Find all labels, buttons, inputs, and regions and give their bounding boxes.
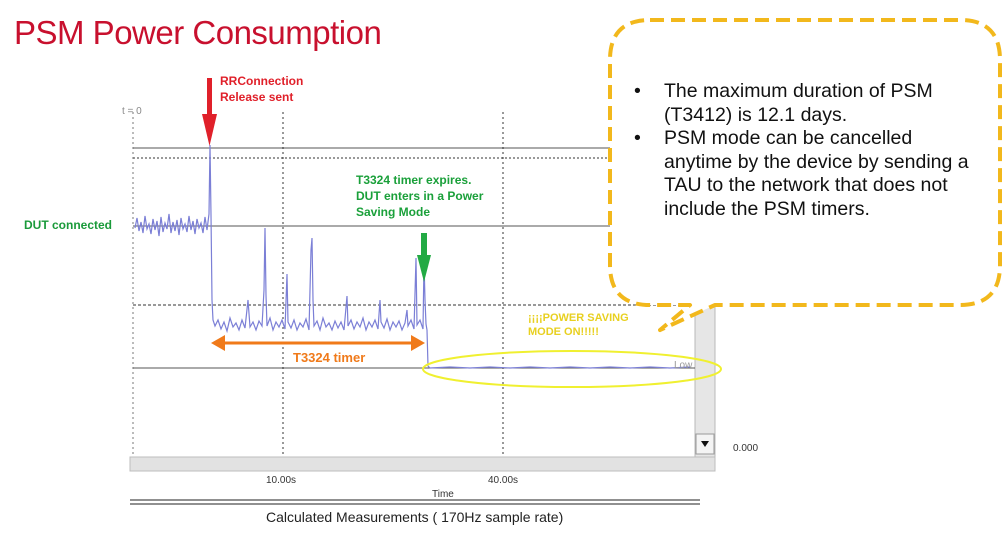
x-axis-label: Time [432, 489, 454, 500]
x-tick-10s: 10.00s [266, 475, 297, 486]
calculated-measurements-label: Calculated Measurements ( 170Hz sample r… [266, 509, 564, 525]
t3324-arrow-left-icon [211, 335, 225, 351]
t3324-arrow-right-icon [411, 335, 425, 351]
y-zero-label: 0.000 [733, 443, 759, 454]
t3324-expires-label-line1: T3324 timer expires. [356, 173, 472, 187]
plot-area [130, 110, 695, 457]
page-title: PSM Power Consumption [14, 14, 382, 51]
scroll-down-arrow-icon [701, 441, 709, 447]
expiry-arrow-icon [417, 255, 431, 282]
dut-connected-label: DUT connected [24, 218, 113, 232]
rrc-release-label-line2: Release sent [220, 90, 294, 104]
rrc-arrow-icon [202, 114, 217, 146]
t3324-timer-label: T3324 timer [293, 350, 366, 365]
power-saving-label-line2: MODE ON!!!!! [528, 326, 599, 338]
rrc-release-label-line1: RRConnection [220, 74, 304, 88]
callout-list: The maximum duration of PSM (T3412) is 1… [634, 80, 974, 221]
expiry-arrow-shaft [421, 233, 427, 257]
callout-item-max-duration: The maximum duration of PSM (T3412) is 1… [634, 80, 974, 127]
t3324-expires-label-line3: Saving Mode [356, 205, 431, 219]
rrc-arrow-shaft [207, 78, 212, 116]
t-zero-label: t = 0 [122, 106, 142, 117]
power-trace [134, 144, 691, 369]
t3324-expires-label-line2: DUT enters in a Power [356, 189, 484, 203]
low-level-label: Low [674, 360, 693, 371]
callout-item-cancel-psm: PSM mode can be cancelled anytime by the… [634, 127, 974, 221]
power-saving-ellipse [422, 350, 722, 388]
x-tick-40s: 40.00s [488, 475, 519, 486]
power-saving-label-line1: ¡¡¡¡POWER SAVING [528, 312, 629, 324]
callout-text: The maximum duration of PSM (T3412) is 1… [634, 80, 974, 221]
horizontal-scrollbar[interactable] [129, 456, 716, 472]
